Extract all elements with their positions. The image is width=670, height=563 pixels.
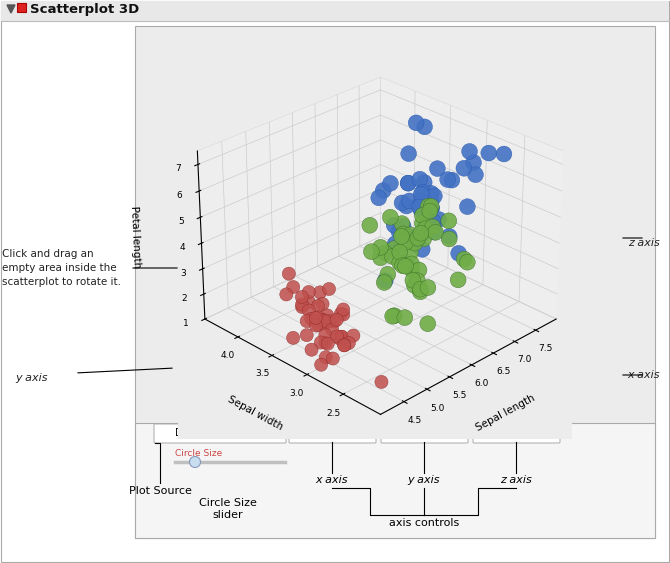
FancyBboxPatch shape <box>135 423 655 538</box>
X-axis label: Sepal length: Sepal length <box>474 393 537 433</box>
Text: axis controls: axis controls <box>389 518 459 528</box>
Circle shape <box>190 457 200 467</box>
FancyBboxPatch shape <box>17 3 26 12</box>
Text: Click and drag an
empty area inside the
scatterplot to rotate it.: Click and drag an empty area inside the … <box>2 249 121 287</box>
Text: Sepal length: Sepal length <box>294 428 356 439</box>
Text: z axis: z axis <box>628 238 660 248</box>
FancyBboxPatch shape <box>289 424 376 443</box>
Text: Plot Source: Plot Source <box>129 486 192 496</box>
FancyBboxPatch shape <box>135 26 655 538</box>
Text: x axis: x axis <box>316 475 348 485</box>
Text: Circle Size
slider: Circle Size slider <box>199 498 257 520</box>
Text: Data Columns: Data Columns <box>176 428 245 439</box>
Polygon shape <box>7 5 15 13</box>
FancyBboxPatch shape <box>381 424 468 443</box>
Text: Scatterplot 3D: Scatterplot 3D <box>30 2 139 16</box>
Text: y axis: y axis <box>408 475 440 485</box>
Text: z axis: z axis <box>500 475 532 485</box>
FancyBboxPatch shape <box>1 1 669 21</box>
Text: ˅: ˅ <box>551 428 557 439</box>
Text: x axis: x axis <box>628 370 660 380</box>
FancyBboxPatch shape <box>473 424 560 443</box>
Text: ˅: ˅ <box>368 428 373 439</box>
Y-axis label: Sepal width: Sepal width <box>226 394 285 432</box>
Text: y axis: y axis <box>15 373 48 383</box>
Text: Circle Size: Circle Size <box>175 449 222 458</box>
Text: ˅: ˅ <box>460 428 464 439</box>
Text: Petal length: Petal length <box>480 428 538 439</box>
Text: Sepal width: Sepal width <box>389 428 446 439</box>
Text: ˅: ˅ <box>277 428 281 439</box>
FancyBboxPatch shape <box>154 424 286 443</box>
